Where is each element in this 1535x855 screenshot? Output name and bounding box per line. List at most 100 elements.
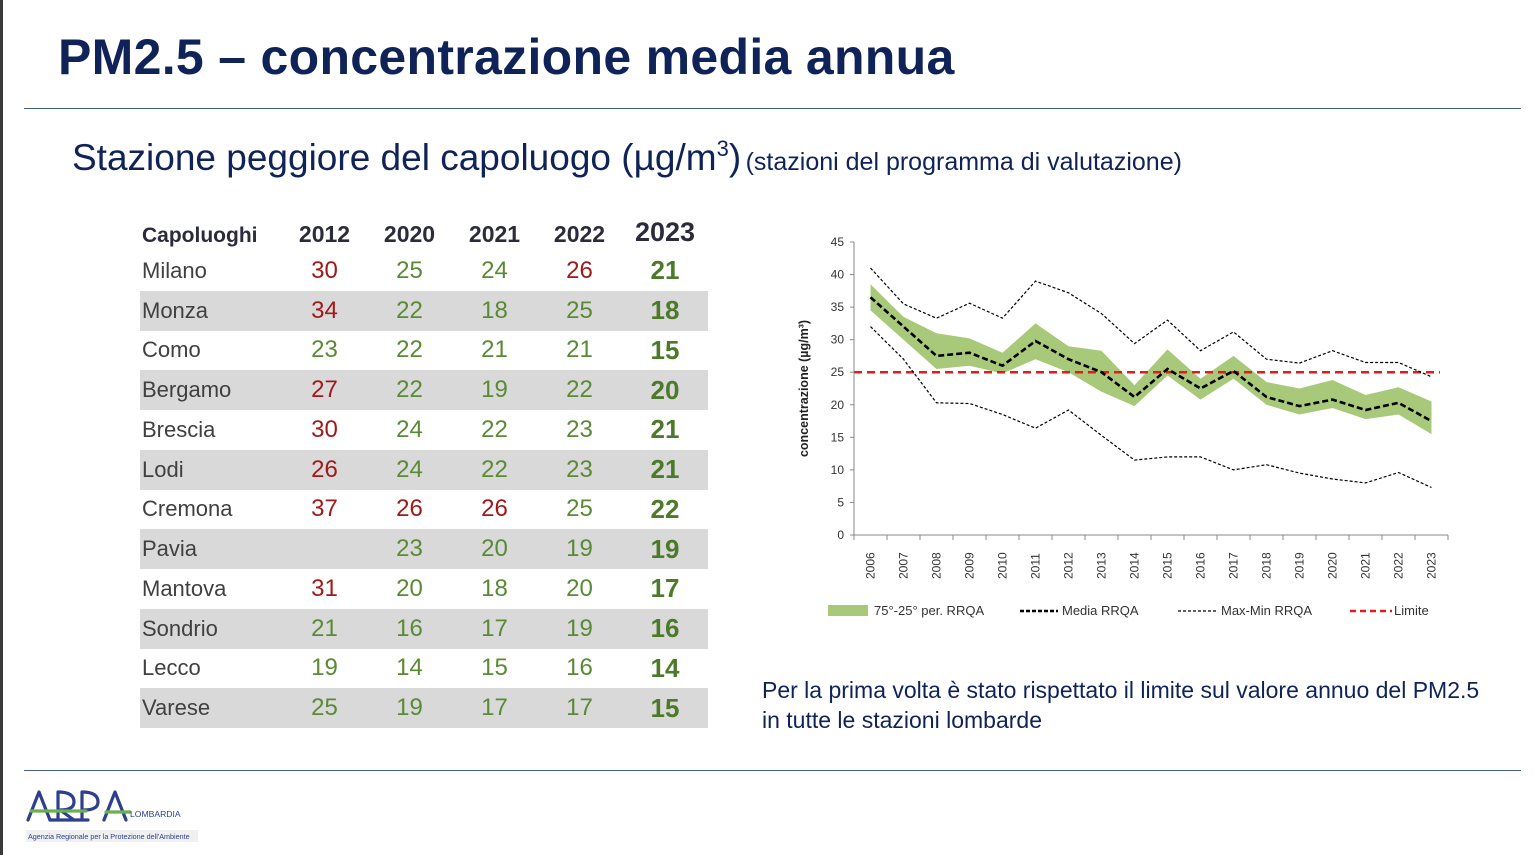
city-name: Bergamo — [140, 370, 282, 410]
legend-label-mean: Media RRQA — [1062, 603, 1139, 618]
percentile-band — [870, 284, 1432, 435]
y-tick-label: 20 — [831, 398, 845, 412]
value-cell: 27 — [282, 370, 367, 410]
city-name: Milano — [142, 257, 207, 283]
slide-subtitle: Stazione peggiore del capoluogo (µg/m3) … — [72, 137, 1182, 179]
x-tick-label: 2017 — [1227, 552, 1241, 579]
value-cell: 15 — [481, 654, 508, 682]
legend-swatch-band — [828, 605, 868, 616]
value-cell: 25 — [396, 256, 423, 284]
max-line — [870, 267, 1432, 378]
min-line — [870, 326, 1432, 489]
city-name: Lecco — [142, 655, 201, 681]
x-tick-label: 2011 — [1029, 553, 1043, 579]
value-cell: 21 — [282, 608, 367, 649]
table-row: Monza 34 22 18 25 18 — [140, 290, 708, 331]
x-tick-label: 2008 — [930, 552, 944, 579]
value-cell: 23 — [566, 415, 593, 443]
x-tick-label: 2012 — [1062, 552, 1076, 579]
x-tick-label: 2013 — [1095, 552, 1109, 579]
city-name: Sondrio — [140, 608, 282, 649]
value-cell: 22 — [367, 290, 452, 331]
x-tick-label: 2019 — [1293, 552, 1307, 579]
value-2023: 22 — [650, 493, 680, 524]
value-2023: 21 — [650, 255, 680, 286]
value-cell: 20 — [566, 574, 593, 602]
city-name: Lodi — [140, 449, 282, 490]
value-cell: 24 — [367, 449, 452, 490]
value-cell: 22 — [452, 449, 537, 490]
value-cell: 21 — [481, 336, 508, 364]
value-cell: 19 — [537, 529, 622, 569]
value-cell: 19 — [452, 370, 537, 410]
value-cell: 17 — [537, 688, 622, 728]
value-cell: 19 — [367, 688, 452, 728]
subtitle-superscript: 3 — [716, 136, 729, 161]
x-tick-label: 2006 — [864, 552, 878, 579]
value-2023: 18 — [622, 290, 708, 331]
value-cell: 25 — [566, 495, 593, 523]
city-name: Monza — [140, 290, 282, 331]
value-cell: 14 — [396, 654, 423, 682]
table-row: Cremona 37 26 26 25 22 — [140, 490, 708, 530]
value-cell: 20 — [396, 574, 423, 602]
value-cell: 24 — [396, 415, 423, 443]
value-cell: 23 — [537, 449, 622, 490]
value-2023: 21 — [650, 414, 680, 445]
slide-title: PM2.5 – concentrazione media annua — [58, 29, 955, 85]
value-cell: 26 — [481, 495, 508, 523]
subtitle-main: Stazione peggiore del capoluogo (µg/m3) — [72, 136, 742, 178]
value-cell: 30 — [311, 256, 338, 284]
value-cell: 17 — [452, 608, 537, 649]
x-tick-label: 2022 — [1392, 552, 1406, 579]
y-tick-label: 40 — [831, 268, 845, 282]
legend-label-limit: Limite — [1394, 603, 1429, 618]
value-2023: 20 — [622, 370, 708, 410]
legend-label-band: 75°-25° per. RRQA — [874, 603, 984, 618]
value-cell: 20 — [452, 529, 537, 569]
header-year: 2020 — [383, 221, 436, 247]
x-tick-label: 2015 — [1161, 552, 1175, 579]
value-2023: 16 — [622, 608, 708, 649]
value-cell: 34 — [282, 290, 367, 331]
x-tick-label: 2020 — [1326, 552, 1340, 579]
value-cell: 26 — [282, 449, 367, 490]
value-cell: 26 — [566, 256, 593, 284]
table-row: Sondrio 21 16 17 19 16 — [140, 608, 708, 649]
y-tick-label: 5 — [837, 495, 844, 509]
pm25-table: Capoluoghi 2012 2020 2021 2022 2023 Mila… — [140, 210, 708, 728]
city-name: Cremona — [142, 496, 233, 522]
x-tick-label: 2018 — [1260, 552, 1274, 579]
y-tick-label: 15 — [831, 430, 845, 444]
city-name: Varese — [140, 688, 282, 728]
table-row: Lodi 26 24 22 23 21 — [140, 449, 708, 490]
y-tick-label: 0 — [837, 528, 844, 542]
value-cell: 22 — [367, 370, 452, 410]
value-cell: 19 — [537, 608, 622, 649]
x-tick-label: 2007 — [897, 552, 911, 579]
city-name: Mantova — [142, 575, 227, 601]
title-divider — [24, 108, 1521, 109]
table-row: Como 23 22 21 21 15 — [140, 331, 708, 371]
y-tick-label: 35 — [831, 300, 845, 314]
value-2023: 14 — [650, 652, 680, 683]
table-header-row: Capoluoghi 2012 2020 2021 2022 2023 — [140, 210, 708, 251]
x-tick-label: 2023 — [1425, 552, 1439, 579]
value-cell: 37 — [311, 495, 338, 523]
footer-divider — [24, 770, 1521, 771]
value-cell — [282, 529, 367, 569]
y-tick-label: 25 — [831, 365, 845, 379]
table-row: Lecco 19 14 15 16 14 — [140, 649, 708, 689]
value-2023: 19 — [622, 529, 708, 569]
header-year: 2012 — [298, 221, 351, 247]
value-cell: 21 — [566, 336, 593, 364]
x-tick-label: 2021 — [1359, 552, 1373, 579]
y-tick-label: 10 — [831, 463, 845, 477]
value-cell: 25 — [537, 290, 622, 331]
y-axis-title: concentrazione (µg/m³) — [797, 320, 811, 457]
subtitle-note: (stazioni del programma di valutazione) — [745, 148, 1182, 176]
x-tick-label: 2009 — [963, 552, 977, 579]
conclusion-note: Per la prima volta è stato rispettato il… — [762, 677, 1480, 733]
arpa-lombardia-logo: LOMBARDIA Agenzia Regionale per la Prote… — [26, 790, 198, 842]
city-name: Como — [142, 337, 201, 363]
